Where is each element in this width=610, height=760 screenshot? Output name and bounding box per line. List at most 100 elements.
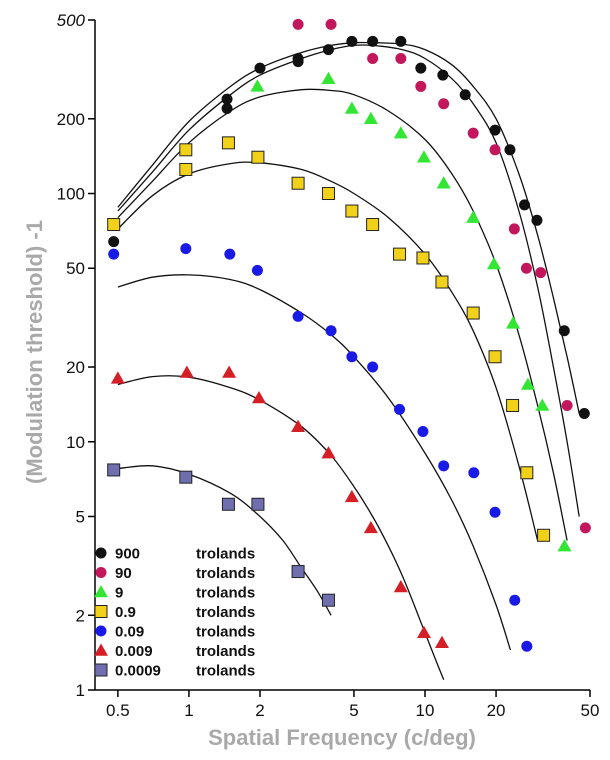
data-point [437, 69, 449, 81]
data-point [292, 310, 304, 322]
y-tick-label: 50 [66, 259, 85, 278]
y-tick-label: 1 [76, 681, 85, 700]
data-point [438, 98, 450, 110]
data-point [292, 18, 304, 30]
fit-curve [117, 161, 539, 541]
legend-label: 0.09 [115, 624, 144, 641]
x-tick-label: 20 [487, 701, 506, 720]
data-point [579, 522, 591, 534]
data-point [222, 365, 237, 378]
data-point [506, 316, 521, 329]
legend-label: 0.009 [115, 643, 153, 660]
data-point [363, 111, 378, 125]
data-point [344, 489, 359, 503]
data-point [367, 35, 379, 47]
data-point [179, 143, 193, 157]
y-tick-label: 200 [57, 110, 85, 129]
data-point [221, 136, 235, 150]
data-point [107, 218, 121, 232]
data-point [416, 625, 431, 639]
legend-unit: trolands [196, 624, 255, 641]
legend-marker [94, 585, 108, 598]
data-point [108, 236, 120, 248]
data-point [468, 467, 480, 479]
legend-label: 0.9 [115, 604, 136, 621]
data-point [520, 262, 532, 274]
legend-marker [95, 567, 107, 578]
fit-curve [117, 44, 580, 517]
data-point [110, 371, 125, 384]
x-tick-label: 10 [416, 701, 435, 720]
data-point [537, 528, 551, 542]
legend-unit: trolands [196, 604, 255, 621]
y-axis-title: (Modulation threshold) -1 [22, 220, 47, 484]
data-point [363, 520, 378, 534]
data-point [221, 93, 233, 105]
legend-marker [94, 643, 108, 656]
legend-unit: trolands [196, 565, 255, 582]
data-point [179, 470, 193, 484]
data-point [251, 497, 265, 511]
data-point [325, 18, 337, 30]
legend-unit: trolands [196, 663, 255, 680]
data-point [509, 594, 521, 606]
data-point [367, 361, 379, 373]
data-point [436, 176, 451, 189]
data-point [251, 391, 266, 404]
data-point [108, 248, 120, 260]
data-point [224, 248, 236, 260]
x-tick-label: 5 [349, 701, 358, 720]
data-point [489, 144, 501, 156]
legend-marker [94, 605, 108, 618]
legend-label: 0.0009 [115, 663, 161, 680]
data-point [251, 264, 263, 276]
fit-curve [117, 274, 512, 651]
legend-unit: trolands [196, 643, 255, 660]
data-point [504, 144, 516, 156]
data-point [521, 640, 533, 652]
data-point [346, 351, 358, 363]
legend-unit: trolands [196, 585, 255, 602]
data-point [344, 101, 359, 114]
data-point [557, 539, 572, 552]
data-point [415, 62, 427, 74]
fit-curve [117, 88, 568, 541]
data-point [325, 325, 337, 337]
data-point [535, 398, 550, 411]
data-point [346, 35, 358, 47]
data-point [180, 243, 192, 255]
data-point [251, 150, 265, 164]
data-point [466, 306, 480, 320]
data-point [291, 176, 305, 190]
data-point [395, 35, 407, 47]
data-point [179, 162, 193, 176]
data-point [416, 150, 431, 163]
data-point [416, 251, 430, 265]
data-point [415, 80, 427, 92]
data-point [107, 463, 121, 477]
fit-curve [117, 375, 445, 680]
data-point [393, 247, 407, 261]
data-point [520, 466, 534, 480]
data-point [486, 257, 501, 270]
x-tick-label: 50 [581, 701, 600, 720]
data-point [438, 460, 450, 472]
fit-curve [117, 464, 332, 616]
data-point [393, 126, 408, 139]
legend-marker [94, 663, 108, 677]
data-point [254, 62, 266, 74]
data-point [322, 44, 334, 56]
data-point [535, 267, 547, 279]
data-point [508, 223, 520, 235]
data-point [488, 350, 502, 364]
legend: 900 trolands 90 trolands 9 trolands 0.9 troland… [94, 546, 255, 680]
legend-marker [95, 547, 107, 559]
data-point [489, 506, 501, 518]
data-point [434, 635, 449, 649]
data-point [366, 218, 380, 232]
y-tick-label: 2 [76, 606, 85, 625]
legend-label: 90 [115, 565, 132, 582]
data-point [321, 71, 336, 84]
data-point [292, 52, 304, 64]
